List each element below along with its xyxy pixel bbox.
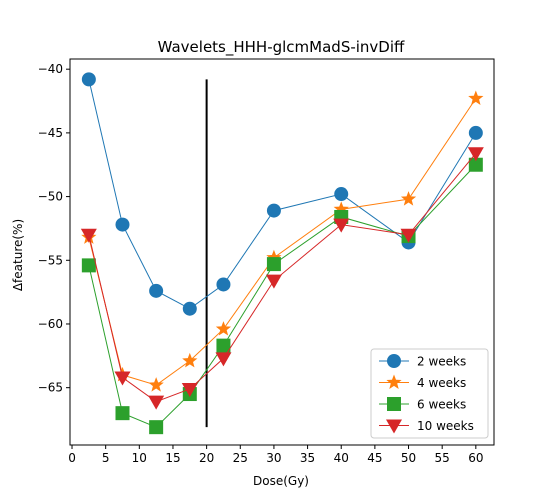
y-tick-label: −40 xyxy=(38,62,63,76)
y-tick-label: −45 xyxy=(38,126,63,140)
data-point xyxy=(266,203,281,218)
data-point xyxy=(81,258,96,273)
data-point xyxy=(266,257,281,272)
legend-label: 2 weeks xyxy=(417,355,466,369)
legend-marker xyxy=(387,397,401,411)
y-axis-label: Δfeature(%) xyxy=(11,219,25,291)
data-point xyxy=(115,217,130,232)
x-tick-label: 45 xyxy=(367,451,382,465)
data-point xyxy=(80,228,97,243)
data-point xyxy=(215,352,232,367)
data-point xyxy=(216,338,231,353)
data-point xyxy=(333,201,349,216)
x-tick-label: 0 xyxy=(68,451,76,465)
data-point xyxy=(115,406,130,421)
y-tick-label: −50 xyxy=(38,190,63,204)
x-tick-label: 35 xyxy=(300,451,315,465)
y-tick-label: −65 xyxy=(38,381,63,395)
data-point xyxy=(81,72,96,87)
data-point xyxy=(265,274,282,289)
x-tick-label: 20 xyxy=(199,451,214,465)
data-point xyxy=(182,352,198,368)
data-point xyxy=(181,382,198,397)
data-point xyxy=(467,147,484,162)
data-point xyxy=(333,218,350,233)
legend-label: 10 weeks xyxy=(417,419,474,433)
axis-ticks: 0 5 10 15 20 25 30 35 40 45 50 55 60 −65 −60 −55 −50 −45 −… xyxy=(38,62,484,465)
series-4 xyxy=(80,147,484,410)
data-point xyxy=(149,283,164,298)
plot-area xyxy=(80,72,484,435)
legend-label: 4 weeks xyxy=(417,376,466,390)
x-axis-label: Dose(Gy) xyxy=(253,474,309,488)
x-tick-label: 50 xyxy=(401,451,416,465)
x-tick-label: 55 xyxy=(435,451,450,465)
data-point xyxy=(182,301,197,316)
axes-frame xyxy=(69,58,495,446)
data-point xyxy=(334,187,349,202)
data-point xyxy=(266,249,282,265)
legend-marker xyxy=(387,354,401,368)
series-line xyxy=(88,98,477,386)
x-tick-label: 25 xyxy=(233,451,248,465)
legend-marker xyxy=(386,374,402,389)
data-point xyxy=(148,395,165,410)
series-1 xyxy=(81,72,483,316)
legend-label: 6 weeks xyxy=(417,398,466,412)
legend: 2 weeks 4 weeks 6 weeks 10 weeks xyxy=(370,348,489,439)
x-tick-label: 40 xyxy=(334,451,349,465)
x-tick-label: 60 xyxy=(468,451,483,465)
chart-title: Wavelets_HHH-glcmMadS-invDiff xyxy=(158,38,405,57)
series-3 xyxy=(81,157,483,435)
x-tick-label: 30 xyxy=(266,451,281,465)
x-tick-label: 10 xyxy=(132,451,147,465)
data-point xyxy=(216,277,231,292)
x-tick-label: 5 xyxy=(102,451,110,465)
data-point xyxy=(149,420,164,435)
data-point xyxy=(114,371,131,386)
y-tick-label: −55 xyxy=(38,253,63,267)
data-point xyxy=(400,228,417,243)
data-point xyxy=(468,157,483,172)
legend-box xyxy=(370,348,489,439)
legend-marker xyxy=(386,419,402,434)
data-point xyxy=(148,377,164,392)
data-point xyxy=(468,90,484,105)
series-2 xyxy=(81,90,484,392)
data-point xyxy=(215,321,232,336)
data-point xyxy=(400,191,417,206)
data-point xyxy=(468,125,483,140)
x-tick-label: 15 xyxy=(165,451,180,465)
y-tick-label: −60 xyxy=(38,317,63,331)
